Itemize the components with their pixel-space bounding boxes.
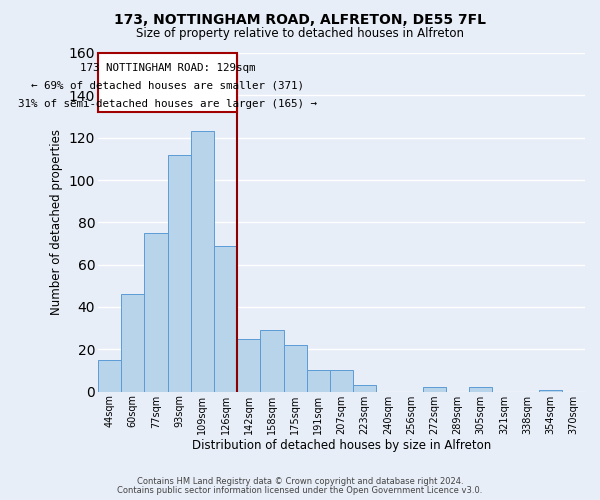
Text: Size of property relative to detached houses in Alfreton: Size of property relative to detached ho… xyxy=(136,28,464,40)
Bar xyxy=(98,53,237,112)
Bar xyxy=(330,370,353,392)
Bar xyxy=(98,360,121,392)
Bar xyxy=(214,246,237,392)
Bar xyxy=(237,339,260,392)
Text: ← 69% of detached houses are smaller (371): ← 69% of detached houses are smaller (37… xyxy=(31,80,304,90)
Text: Contains public sector information licensed under the Open Government Licence v3: Contains public sector information licen… xyxy=(118,486,482,495)
Text: 173 NOTTINGHAM ROAD: 129sqm: 173 NOTTINGHAM ROAD: 129sqm xyxy=(80,62,256,72)
Y-axis label: Number of detached properties: Number of detached properties xyxy=(50,130,63,316)
Bar xyxy=(145,233,167,392)
Bar xyxy=(422,388,446,392)
X-axis label: Distribution of detached houses by size in Alfreton: Distribution of detached houses by size … xyxy=(192,440,491,452)
Bar xyxy=(191,132,214,392)
Bar xyxy=(539,390,562,392)
Text: 31% of semi-detached houses are larger (165) →: 31% of semi-detached houses are larger (… xyxy=(18,98,317,108)
Bar xyxy=(121,294,145,392)
Text: Contains HM Land Registry data © Crown copyright and database right 2024.: Contains HM Land Registry data © Crown c… xyxy=(137,477,463,486)
Bar xyxy=(469,388,492,392)
Bar xyxy=(353,386,376,392)
Text: 173, NOTTINGHAM ROAD, ALFRETON, DE55 7FL: 173, NOTTINGHAM ROAD, ALFRETON, DE55 7FL xyxy=(114,12,486,26)
Bar xyxy=(260,330,284,392)
Bar xyxy=(284,345,307,392)
Bar xyxy=(307,370,330,392)
Bar xyxy=(167,154,191,392)
